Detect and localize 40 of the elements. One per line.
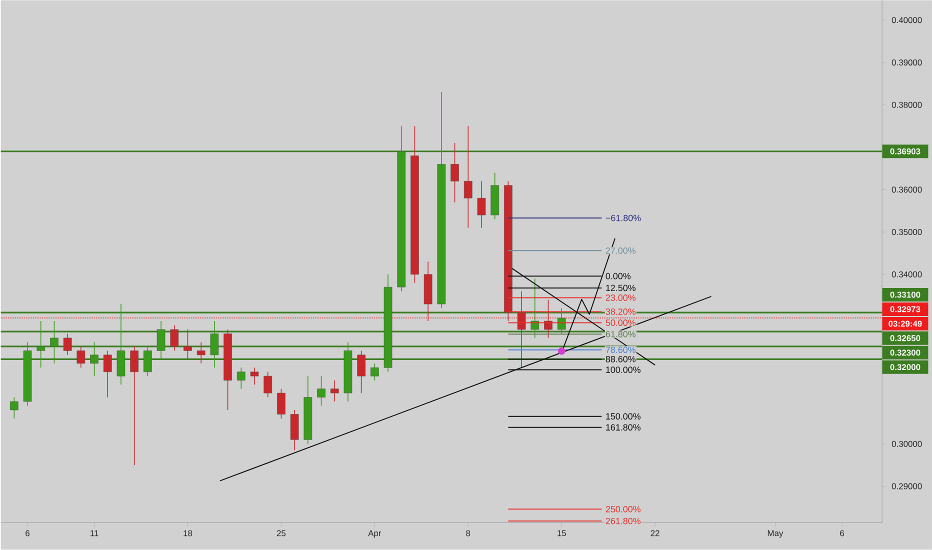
x-tick-label: 15 (558, 530, 566, 536)
series-label: −61.80% (606, 214, 641, 222)
y-tick-label: 0.36000 (892, 186, 922, 193)
x-tick-label: 18 (184, 530, 192, 536)
ref-line-label: 0.32000 (890, 364, 920, 370)
y-tick-label: 0.29000 (892, 483, 922, 490)
series-label: 38.20% (606, 308, 636, 316)
ref-line-label: 0.32300 (890, 350, 920, 356)
y-tick-label: 0.39000 (892, 60, 922, 66)
series-label: 50.00% (606, 320, 636, 326)
series-label: 27.00% (606, 248, 636, 254)
text: 03:29:49 (888, 320, 922, 327)
ref-line-label: 0.32973 (890, 306, 920, 312)
y-tick-label: 0.30000 (892, 441, 922, 448)
x-tick-label: 22 (650, 530, 660, 536)
y-tick-label: 0.40000 (892, 17, 922, 24)
series-label: 100.00% (606, 366, 640, 374)
series-label: 12.50% (606, 284, 636, 292)
x-tick-label: 11 (90, 530, 98, 536)
y-tick-label: 0.38000 (892, 102, 922, 108)
x-tick-label: 6 (840, 530, 844, 536)
ref-line-label: 0.33100 (890, 292, 920, 298)
ref-line-label: 0.36903 (890, 148, 920, 155)
series-label: 161.80% (606, 424, 640, 431)
x-tick-label: May (768, 530, 784, 538)
series-label: 61.80% (606, 331, 636, 338)
x-tick-label: Apr (368, 530, 382, 538)
x-tick-label: 25 (276, 530, 286, 536)
series-label: 78.60% (606, 346, 636, 354)
series-label: 88.60% (606, 356, 636, 362)
x-tick-label: 6 (26, 530, 30, 536)
x-tick-label: 8 (466, 530, 470, 536)
series-label: 261.80% (606, 518, 640, 524)
y-tick-label: 0.34000 (892, 272, 922, 278)
series-label: 0.00% (606, 273, 631, 280)
series-label: 23.00% (606, 294, 636, 302)
series-label: 150.00% (606, 413, 640, 420)
series-label: 250.00% (606, 506, 640, 512)
ref-line-label: 0.32650 (890, 335, 920, 342)
y-tick-label: 0.35000 (892, 229, 922, 236)
